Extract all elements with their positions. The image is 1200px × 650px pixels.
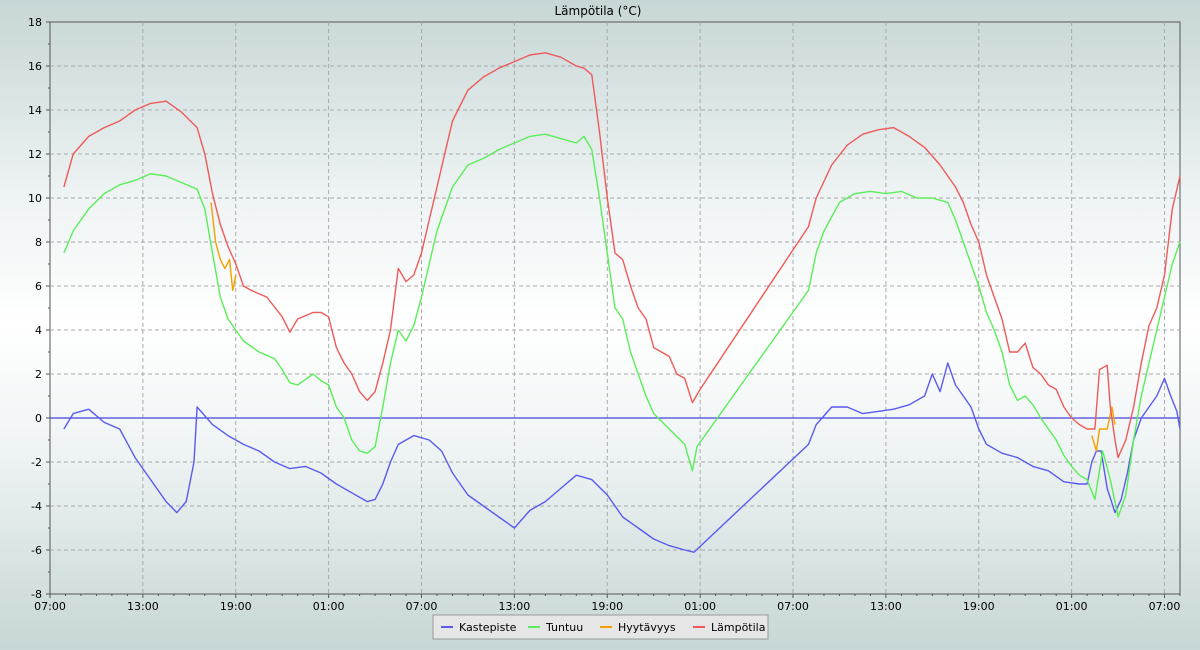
x-tick-label: 01:00	[313, 600, 345, 613]
x-tick-label: 01:00	[1056, 600, 1088, 613]
series-line-kastepiste	[63, 362, 1181, 553]
x-tick-label: 07:00	[777, 600, 809, 613]
y-tick-label: 16	[28, 60, 42, 73]
x-tick-label: 07:00	[406, 600, 438, 613]
legend-label: Tuntuu	[545, 621, 583, 634]
x-tick-label: 13:00	[870, 600, 902, 613]
x-tick-label: 13:00	[127, 600, 159, 613]
legend: Kastepiste Tuntuu Hyytävyys Lämpötila	[432, 614, 769, 640]
y-tick-label: 12	[28, 148, 42, 161]
y-tick-label: -8	[31, 588, 42, 601]
axes: -8 -6 -4 -2 0 2 4 6 8 10 12 14 16 18 07:00 13:00 19:00 01…	[28, 16, 1181, 613]
series-line-hyyt-vyys	[210, 202, 237, 292]
x-tick-label: 13:00	[499, 600, 531, 613]
x-tick-label: 19:00	[591, 600, 623, 613]
grid-lines	[50, 22, 1180, 594]
y-tick-label: 14	[28, 104, 42, 117]
y-tick-label: -2	[31, 456, 42, 469]
y-tick-label: -6	[31, 544, 42, 557]
y-tick-label: 0	[35, 412, 42, 425]
y-tick-label: 4	[35, 324, 42, 337]
legend-label: Kastepiste	[459, 621, 517, 634]
legend-label: Lämpötila	[711, 621, 765, 634]
x-tick-label: 19:00	[963, 600, 995, 613]
series-layer	[63, 52, 1181, 553]
legend-label: Hyytävyys	[618, 621, 676, 634]
chart-title: Lämpötila (°C)	[555, 4, 642, 18]
x-tick-label: 07:00	[1149, 600, 1181, 613]
x-tick-label: 07:00	[34, 600, 66, 613]
x-tick-label: 19:00	[220, 600, 252, 613]
y-tick-label: 6	[35, 280, 42, 293]
y-tick-label: 18	[28, 16, 42, 29]
y-tick-label: 10	[28, 192, 42, 205]
series-line-l-mp-tila	[63, 52, 1181, 459]
series-line-tuntuu	[63, 133, 1181, 518]
series-line-hyyt-vyys	[1091, 406, 1116, 452]
x-tick-label: 01:00	[684, 600, 716, 613]
y-tick-label: 2	[35, 368, 42, 381]
y-tick-label: -4	[31, 500, 42, 513]
y-tick-label: 8	[35, 236, 42, 249]
